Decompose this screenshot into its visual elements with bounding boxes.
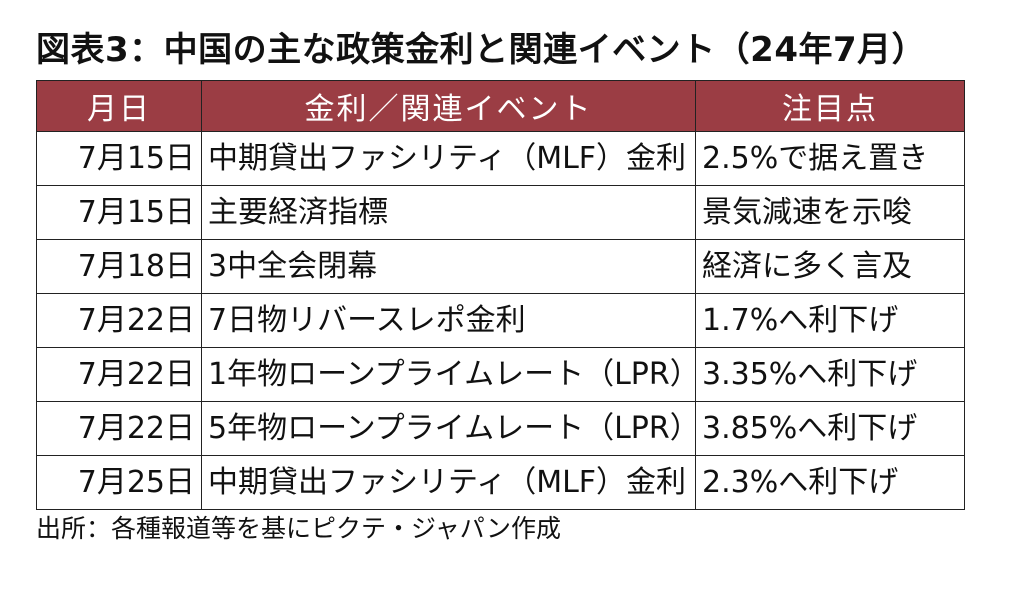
- table-header-row: 月日 金利／関連イベント 注目点: [36, 80, 965, 132]
- row-note: 3.35%へ利下げ: [695, 347, 965, 402]
- row-date: 7月25日: [36, 455, 202, 510]
- header-note: 注目点: [695, 80, 965, 132]
- policy-rate-events-table: 月日 金利／関連イベント 注目点 7月15日 中期貸出ファシリティ（MLF）金利…: [36, 80, 965, 510]
- row-date: 7月22日: [36, 347, 202, 402]
- header-date: 月日: [36, 80, 202, 132]
- table-row: 7月22日 1年物ローンプライムレート（LPR） 3.35%へ利下げ: [36, 347, 965, 402]
- row-note: 1.7%へ利下げ: [695, 293, 965, 348]
- table-row: 7月15日 主要経済指標 景気減速を示唆: [36, 185, 965, 240]
- row-event: 7日物リバースレポ金利: [201, 293, 696, 348]
- row-note: 景気減速を示唆: [695, 185, 965, 240]
- row-event: 1年物ローンプライムレート（LPR）: [201, 347, 696, 402]
- row-date: 7月18日: [36, 239, 202, 294]
- figure-title: 図表3：中国の主な政策金利と関連イベント（24年7月）: [36, 30, 927, 70]
- row-note: 2.3%へ利下げ: [695, 455, 965, 510]
- table-row: 7月18日 3中全会閉幕 経済に多く言及: [36, 239, 965, 294]
- table-row: 7月22日 5年物ローンプライムレート（LPR） 3.85%へ利下げ: [36, 401, 965, 456]
- table-row: 7月15日 中期貸出ファシリティ（MLF）金利 2.5%で据え置き: [36, 131, 965, 186]
- row-note: 2.5%で据え置き: [695, 131, 965, 186]
- row-note: 経済に多く言及: [695, 239, 965, 294]
- source-note: 出所：各種報道等を基にピクテ・ジャパン作成: [36, 514, 562, 543]
- row-event: 中期貸出ファシリティ（MLF）金利: [201, 455, 696, 510]
- row-event: 3中全会閉幕: [201, 239, 696, 294]
- row-event: 中期貸出ファシリティ（MLF）金利: [201, 131, 696, 186]
- row-date: 7月15日: [36, 185, 202, 240]
- row-date: 7月22日: [36, 401, 202, 456]
- row-event: 主要経済指標: [201, 185, 696, 240]
- row-note: 3.85%へ利下げ: [695, 401, 965, 456]
- row-event: 5年物ローンプライムレート（LPR）: [201, 401, 696, 456]
- row-date: 7月15日: [36, 131, 202, 186]
- table-row: 7月25日 中期貸出ファシリティ（MLF）金利 2.3%へ利下げ: [36, 455, 965, 510]
- table-row: 7月22日 7日物リバースレポ金利 1.7%へ利下げ: [36, 293, 965, 348]
- row-date: 7月22日: [36, 293, 202, 348]
- header-event: 金利／関連イベント: [201, 80, 696, 132]
